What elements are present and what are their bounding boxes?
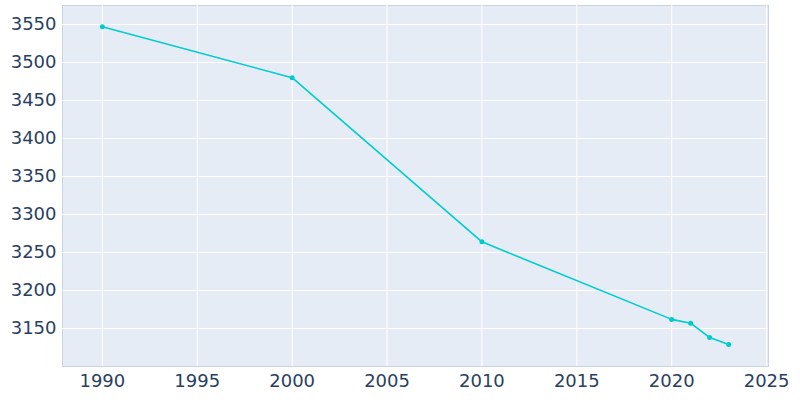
svg-text:2000: 2000 [269,370,315,391]
svg-text:2020: 2020 [649,370,695,391]
svg-text:3450: 3450 [11,89,57,110]
svg-text:3350: 3350 [11,165,57,186]
svg-text:2015: 2015 [554,370,600,391]
svg-text:1995: 1995 [174,370,220,391]
svg-text:2010: 2010 [459,370,505,391]
svg-text:2025: 2025 [744,370,790,391]
svg-text:3300: 3300 [11,203,57,224]
svg-text:3200: 3200 [11,279,57,300]
svg-text:1990: 1990 [79,370,125,391]
svg-text:3250: 3250 [11,241,57,262]
svg-text:3550: 3550 [11,13,57,34]
svg-text:2005: 2005 [364,370,410,391]
svg-text:3150: 3150 [11,317,57,338]
svg-text:3400: 3400 [11,127,57,148]
svg-text:3500: 3500 [11,51,57,72]
